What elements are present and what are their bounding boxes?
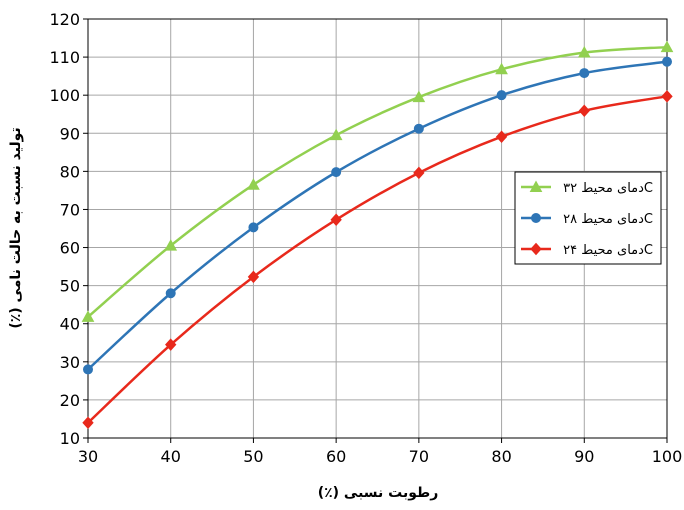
y-tick-label: 120 xyxy=(49,10,80,29)
x-axis-label: رطوبت نسبی (٪) xyxy=(318,485,439,501)
data-point xyxy=(661,90,673,103)
y-tick-label: 30 xyxy=(60,353,80,372)
legend-label: دمای محیط ۲۴C xyxy=(563,243,653,258)
x-axis-ticks: 30 40 50 60 70 80 90 100 xyxy=(78,438,682,466)
y-tick-label: 40 xyxy=(60,315,80,334)
y-axis-ticks: 10 20 30 40 50 60 70 80 90 100 110 120 xyxy=(49,10,88,448)
data-point xyxy=(247,270,260,284)
data-point xyxy=(248,222,259,233)
legend-marker xyxy=(529,180,543,192)
data-point xyxy=(164,239,178,251)
legend-label: دمای محیط ۲۸C xyxy=(563,212,653,227)
y-tick-label: 110 xyxy=(49,48,80,67)
x-tick-label: 70 xyxy=(409,447,429,466)
x-tick-label: 100 xyxy=(652,447,683,466)
y-axis-label: تولید نسبت به حالت نامی (٪) xyxy=(8,127,24,328)
data-point xyxy=(330,213,342,226)
legend-label: دمای محیط ۳۲C xyxy=(563,181,653,196)
legend: دمای محیط ۳۲C دمای محیط ۲۸C دمای محیط ۲۴C xyxy=(514,171,662,265)
series xyxy=(81,40,674,430)
data-point xyxy=(662,56,672,67)
y-tick-label: 10 xyxy=(60,429,80,448)
data-point xyxy=(413,166,425,180)
data-point xyxy=(413,123,424,134)
data-point xyxy=(412,90,426,103)
data-point xyxy=(660,40,674,53)
data-point xyxy=(81,310,95,322)
data-point xyxy=(83,364,93,375)
y-tick-label: 100 xyxy=(49,86,80,105)
x-tick-label: 40 xyxy=(161,447,181,466)
x-tick-label: 80 xyxy=(491,447,511,466)
series-group xyxy=(82,90,673,430)
legend-marker xyxy=(530,242,542,256)
series-group xyxy=(81,40,674,322)
x-tick-label: 30 xyxy=(78,447,98,466)
data-point xyxy=(579,68,590,79)
series-line xyxy=(87,45,668,318)
legend-marker xyxy=(531,213,541,223)
x-tick-label: 50 xyxy=(243,447,263,466)
data-point xyxy=(165,288,176,299)
data-point xyxy=(496,90,507,101)
x-tick-label: 60 xyxy=(326,447,346,466)
y-tick-label: 70 xyxy=(60,200,80,219)
data-point xyxy=(329,128,343,141)
series-line xyxy=(87,95,668,424)
y-tick-label: 60 xyxy=(60,239,80,258)
y-tick-label: 20 xyxy=(60,391,80,410)
y-tick-label: 50 xyxy=(60,277,80,296)
x-tick-label: 90 xyxy=(574,447,594,466)
data-point xyxy=(578,104,590,118)
data-point xyxy=(495,62,508,75)
data-point xyxy=(247,178,260,190)
data-point xyxy=(82,416,94,430)
y-tick-label: 90 xyxy=(60,124,80,143)
data-point xyxy=(577,45,591,58)
plot-frame xyxy=(87,18,668,439)
data-point xyxy=(331,167,342,178)
y-tick-label: 80 xyxy=(60,162,80,181)
series-group xyxy=(83,56,672,375)
data-point xyxy=(165,338,177,351)
data-point xyxy=(495,130,508,143)
